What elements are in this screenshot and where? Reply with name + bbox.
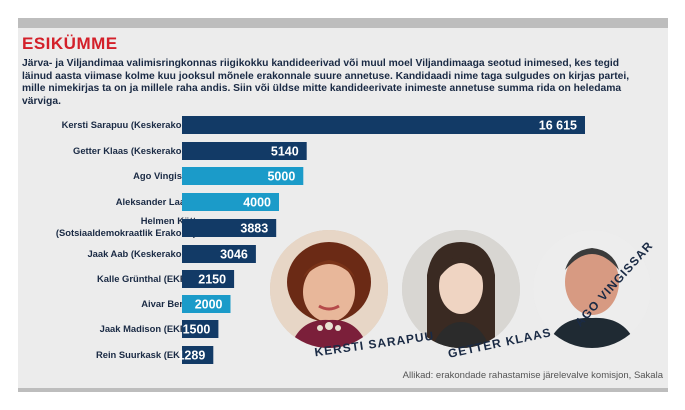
category-label-8: Aivar Berzin (141, 298, 196, 309)
top-rule (18, 18, 668, 28)
bar-value-label-9: 1500 (183, 323, 211, 337)
intro-text: Järva- ja Viljandimaa valimisringkonnas … (22, 58, 630, 107)
category-label-6: Jaak Aab (Keskerakond) (87, 248, 196, 259)
bar-value-label-8: 2000 (195, 298, 223, 312)
bar-value-label-1: 16 615 (539, 119, 577, 133)
bar-2 (182, 142, 307, 160)
getter-klaas-photo (402, 230, 520, 348)
bar-6 (182, 245, 256, 263)
bar-value-label-5: 3883 (240, 222, 268, 236)
bar-value-label-4: 4000 (243, 196, 271, 210)
bar-value-label-3: 5000 (267, 170, 295, 184)
bar-7 (182, 270, 235, 288)
ago-vingissar-photo (533, 230, 651, 348)
bar-10 (182, 346, 214, 364)
category-label-10: Rein Suurkask (EKRE) (95, 349, 196, 360)
bottom-rule (18, 388, 668, 392)
category-label-7: Kalle Grünthal (EKRE) (97, 273, 196, 284)
bar-1 (182, 116, 585, 134)
category-label-4: Aleksander Laane (115, 196, 196, 207)
bar-5 (182, 219, 277, 237)
category-label-9: Jaak Madison (EKRE) (99, 323, 196, 334)
category-label-5-line-1: Helmen Kütt (140, 215, 196, 226)
bar-value-label-6: 3046 (220, 248, 248, 262)
kersti-sarapuu-photo (270, 230, 388, 348)
bar-value-label-10: 1289 (177, 349, 205, 363)
category-labels: Kersti Sarapuu (Keskerakond) Getter Klaas… (22, 0, 196, 410)
category-label-1: Kersti Sarapuu (Keskerakond) (61, 119, 196, 130)
category-label-2: Getter Klaas (Keskerakond) (73, 145, 196, 156)
bar-9 (182, 320, 219, 338)
bar-value-label-2: 5140 (271, 145, 299, 159)
bar-value-label-7: 2150 (198, 273, 226, 287)
source-note: Allikad: erakondade rahastamise järeleva… (402, 370, 663, 381)
bar-4 (182, 193, 279, 211)
category-label-5-line-2: (Sotsiaaldemokraatlik Erakond) (55, 227, 196, 238)
chart-title: ESIKÜMME (22, 34, 118, 53)
bar-8 (182, 295, 231, 313)
category-label-3: Ago Vingissar (133, 170, 196, 181)
bar-3 (182, 167, 304, 185)
